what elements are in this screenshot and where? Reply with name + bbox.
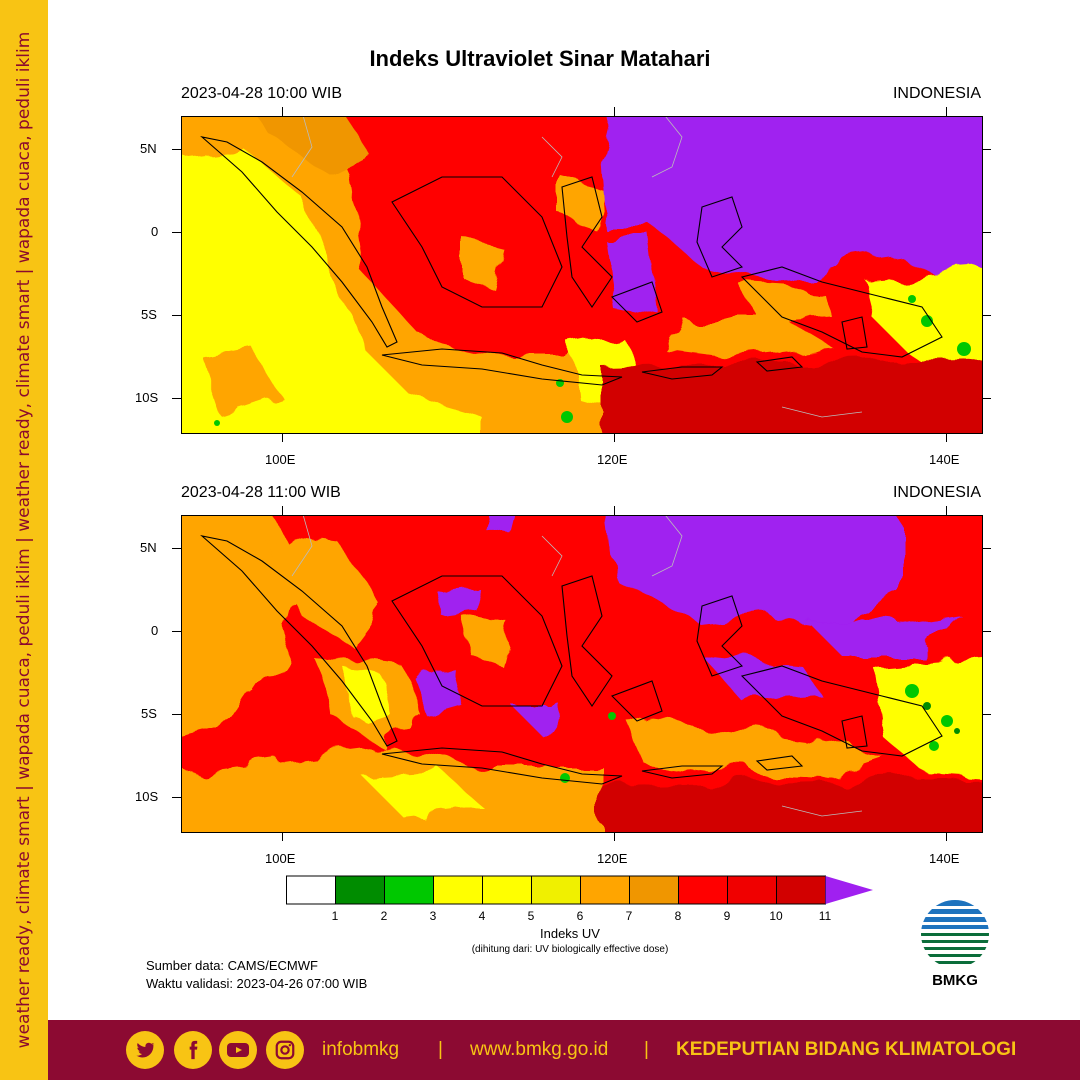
uv-map-1000 [181,116,983,434]
colorbar-tick-label: 10 [769,909,783,923]
p1-lat-10s: 10S [135,390,159,405]
colorbar-cell [433,875,483,905]
p2-lat-5s: 5S [141,706,157,721]
side-banner: weather ready, climate smart | wapada cu… [0,0,48,1080]
p2-lon-120e: 120E [597,851,628,866]
panel-2-region: INDONESIA [892,484,981,501]
colorbar-cell [776,875,826,905]
p1-lat-0: 0 [151,224,159,239]
p1-lon-120e: 120E [597,452,628,467]
p1-lon-140e: 140E [929,452,960,467]
colorbar-tick-label: 3 [429,909,437,923]
colorbar-tick-label: 6 [576,909,584,923]
twitter-icon[interactable] [126,1031,164,1069]
p2-lat-0: 0 [151,623,159,638]
uv-map-1100 [181,515,983,833]
validity-time: Waktu validasi: 2023-04-26 07:00 WIB [146,976,368,991]
footer-separator-2: | [644,1039,649,1060]
page-title: Indeks Ultraviolet Sinar Matahari [369,46,711,71]
footer-separator-1: | [438,1039,443,1060]
colorbar-tick-label: 11 [818,909,832,923]
side-banner-text: weather ready, climate smart | wapada cu… [14,31,34,1049]
colorbar-extension-arrow [825,876,873,904]
colorbar-tick-label: 7 [625,909,633,923]
youtube-icon[interactable] [219,1031,257,1069]
panel-1-region: INDONESIA [892,85,981,102]
colorbar-cell [335,875,385,905]
footer-website[interactable]: www.bmkg.go.id [470,1039,609,1060]
colorbar-cell [384,875,434,905]
colorbar-subtitle: (dihitung dari: UV biologically effectiv… [471,944,669,955]
colorbar-cell [286,875,336,905]
footer-bar: infobmkg | www.bmkg.go.id | KEDEPUTIAN B… [48,1020,1080,1080]
colorbar-tick-label: 8 [674,909,682,923]
source-data: Sumber data: CAMS/ECMWF [146,958,318,973]
colorbar-cell [580,875,630,905]
uv-colorbar [286,875,873,905]
footer-department: KEDEPUTIAN BIDANG KLIMATOLOGI [676,1039,1017,1060]
colorbar-tick-label: 2 [380,909,388,923]
instagram-icon[interactable] [266,1031,304,1069]
bmkg-logo-text: BMKG [932,972,978,989]
p2-lon-140e: 140E [929,851,960,866]
p2-lat-10s: 10S [135,789,159,804]
colorbar-tick-label: 5 [527,909,535,923]
panel-2-timestamp: 2023-04-28 11:00 WIB [181,484,341,501]
colorbar-cell [531,875,581,905]
p1-lat-5s: 5S [141,307,157,322]
p1-lat-5n: 5N [140,141,157,156]
bmkg-logo: BMKG [915,898,995,993]
colorbar-tick-label: 1 [331,909,339,923]
facebook-icon[interactable] [174,1031,212,1069]
colorbar-cell [678,875,728,905]
colorbar-cell [482,875,532,905]
colorbar-tick-label: 9 [723,909,731,923]
colorbar-cell [629,875,679,905]
footer-handle[interactable]: infobmkg [322,1039,400,1060]
p2-lat-5n: 5N [140,540,157,555]
colorbar-cell [727,875,777,905]
colorbar-title: Indeks UV [540,926,600,941]
bmkg-emblem-icon [921,900,989,968]
p2-lon-100e: 100E [265,851,296,866]
colorbar-tick-label: 4 [478,909,486,923]
panel-1-timestamp: 2023-04-28 10:00 WIB [181,85,342,102]
p1-lon-100e: 100E [265,452,296,467]
